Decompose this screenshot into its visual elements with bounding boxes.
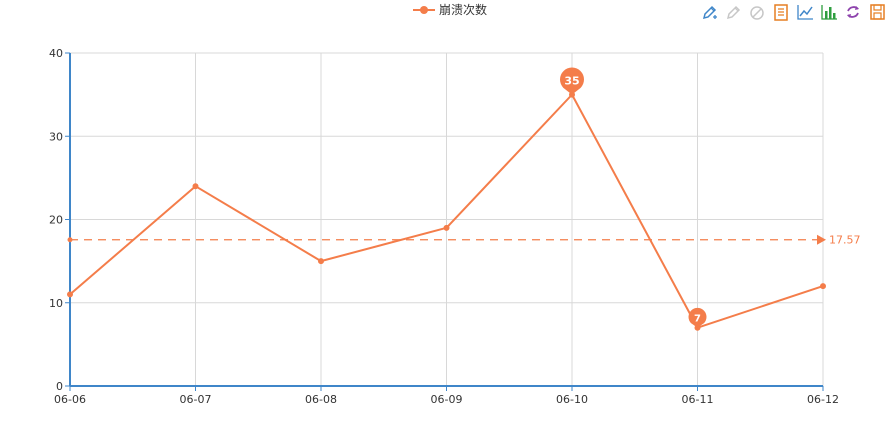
average-line-label: 17.57 <box>829 234 861 247</box>
mark-pin-shape <box>688 307 707 328</box>
max-mark-pin: 35 <box>560 67 585 95</box>
data-point <box>192 183 199 190</box>
x-tick-label: 06-11 <box>682 393 714 406</box>
y-axis-ticks: 0 10 20 30 40 <box>49 47 70 393</box>
chart-toolbox <box>699 2 887 22</box>
x-tick-label: 06-07 <box>180 393 212 406</box>
bar-chart-button[interactable] <box>819 2 839 22</box>
mark-button[interactable] <box>699 2 719 22</box>
mark-pin-label: 35 <box>564 75 579 88</box>
data-point <box>67 291 73 298</box>
grid-lines <box>70 52 824 386</box>
line-chart-button[interactable] <box>795 2 815 22</box>
average-line-arrow <box>817 234 826 245</box>
line-chart-icon <box>797 5 813 20</box>
x-tick-label: 06-08 <box>305 393 337 406</box>
y-tick-label: 40 <box>49 47 63 60</box>
y-tick-label: 0 <box>56 380 63 393</box>
data-view-icon <box>774 4 788 21</box>
data-view-button[interactable] <box>771 2 791 22</box>
x-tick-label: 06-12 <box>807 393 839 406</box>
legend-label: 崩溃次数 <box>439 2 487 17</box>
mark-clear-icon <box>750 6 764 20</box>
mark-undo-icon <box>726 5 741 20</box>
legend[interactable]: 崩溃次数 <box>413 2 487 17</box>
restore-icon <box>847 6 859 18</box>
x-tick-label: 06-10 <box>556 393 588 406</box>
average-line-start <box>67 237 73 243</box>
average-mark-line: 17.57 <box>67 234 861 247</box>
save-image-icon <box>870 4 885 20</box>
x-tick-label: 06-06 <box>54 393 86 406</box>
min-mark-pin: 7 <box>688 307 707 328</box>
mark-points: 35 7 <box>560 67 707 328</box>
y-tick-label: 30 <box>49 130 63 143</box>
data-point <box>443 224 450 231</box>
save-image-button[interactable] <box>867 2 887 22</box>
mark-pin-shape <box>560 67 585 95</box>
bar-chart-icon <box>821 5 837 20</box>
data-point <box>820 283 826 290</box>
x-axis-ticks: 06-06 06-07 06-08 06-09 06-10 06-11 06-12 <box>54 386 839 406</box>
mark-icon <box>702 5 717 20</box>
y-tick-label: 10 <box>49 297 63 310</box>
mark-undo-button[interactable] <box>723 2 743 22</box>
mark-clear-button[interactable] <box>747 2 767 22</box>
x-tick-label: 06-09 <box>431 393 463 406</box>
restore-button[interactable] <box>843 2 863 22</box>
mark-pin-label: 7 <box>694 314 701 325</box>
legend-marker-swatch <box>420 6 428 14</box>
y-tick-label: 20 <box>49 214 63 227</box>
data-point <box>318 258 324 265</box>
